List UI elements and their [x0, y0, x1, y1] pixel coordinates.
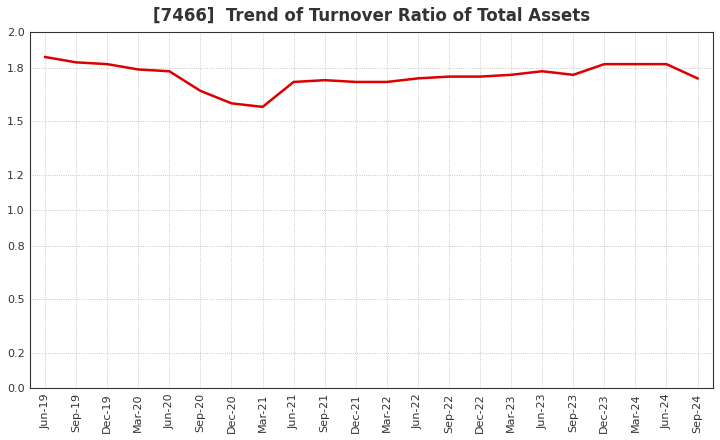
Title: [7466]  Trend of Turnover Ratio of Total Assets: [7466] Trend of Turnover Ratio of Total …	[153, 7, 590, 25]
